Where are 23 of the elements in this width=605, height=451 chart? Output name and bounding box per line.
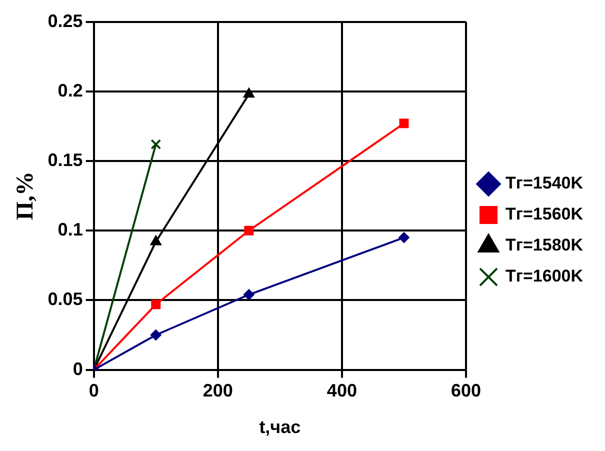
legend-label: Тг=1560K [506, 204, 584, 224]
point [150, 139, 162, 150]
point [151, 300, 161, 310]
y-tick-label: 0.1 [58, 220, 83, 240]
x-tick-label: 400 [326, 380, 357, 401]
y-tick-label: 0.25 [48, 10, 83, 31]
point [244, 226, 254, 236]
point [150, 330, 162, 340]
x-axis-title: t,час [259, 417, 301, 438]
x-tick-label: 0 [88, 380, 99, 401]
x-tick-label: 200 [202, 380, 233, 401]
y-tick-label: 0 [72, 358, 83, 379]
point [399, 118, 409, 128]
legend-label: Тг=1540K [506, 174, 584, 193]
y-tick-label: 0.05 [48, 289, 83, 310]
y-axis-title: П,% [12, 171, 39, 220]
y-tick-label: 0.2 [58, 80, 83, 100]
point [398, 232, 410, 244]
legend-label: Тг=1600K [506, 266, 584, 286]
point [243, 289, 254, 300]
x-tick-label: 600 [450, 380, 482, 401]
y-tick-label: 0.15 [48, 150, 83, 170]
legend-label: Тг=1580K [506, 236, 584, 255]
